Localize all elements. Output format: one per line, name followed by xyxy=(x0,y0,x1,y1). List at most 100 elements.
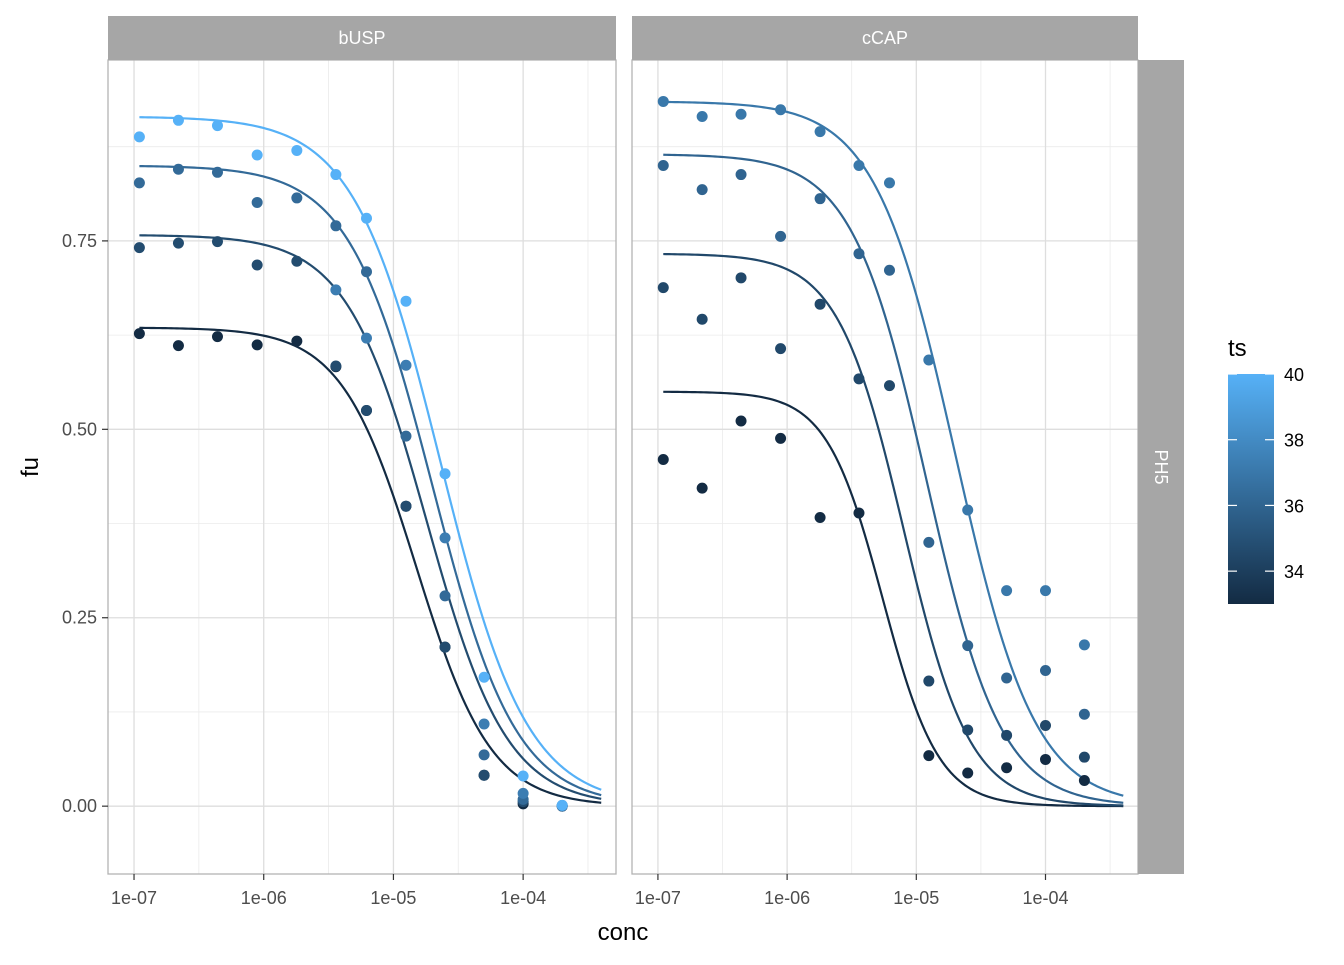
data-point xyxy=(478,749,490,761)
data-point xyxy=(251,196,263,208)
x-tick-label: 1e-05 xyxy=(370,888,416,908)
data-point xyxy=(657,453,669,465)
data-point xyxy=(172,340,184,352)
data-point xyxy=(439,641,451,653)
data-point xyxy=(962,504,974,516)
data-point xyxy=(517,787,529,799)
x-tick-label: 1e-06 xyxy=(241,888,287,908)
facet-strip-cCAP xyxy=(632,16,1138,60)
panel-border xyxy=(107,59,617,875)
data-point xyxy=(814,512,826,523)
data-point xyxy=(400,430,412,442)
data-point xyxy=(923,536,935,548)
panel-cCAP xyxy=(631,59,1139,875)
data-point xyxy=(657,282,669,294)
row-strip-label: PH5 xyxy=(1151,449,1171,484)
data-point xyxy=(735,272,747,284)
data-point xyxy=(291,255,303,267)
data-point xyxy=(962,767,974,779)
data-point xyxy=(291,192,303,204)
data-point xyxy=(172,114,184,126)
fit-curve-ts-36 xyxy=(663,153,1124,804)
data-point xyxy=(657,95,669,107)
legend-tick-label: 38 xyxy=(1284,431,1304,451)
data-point xyxy=(330,220,342,232)
data-point xyxy=(696,313,708,325)
data-point xyxy=(478,769,490,781)
data-point xyxy=(853,373,865,385)
data-point xyxy=(1040,720,1051,732)
row-strip xyxy=(1138,60,1184,874)
data-point xyxy=(1001,729,1013,741)
data-point xyxy=(775,230,787,242)
data-point xyxy=(1040,585,1051,597)
data-point xyxy=(923,354,935,366)
facet-strip-label: bUSP xyxy=(338,28,385,48)
panel-bUSP xyxy=(107,59,617,875)
x-tick-label: 1e-07 xyxy=(111,888,157,908)
y-tick-label: 0.00 xyxy=(62,796,97,816)
data-point xyxy=(696,184,708,196)
data-point xyxy=(814,126,826,138)
data-point xyxy=(400,359,412,371)
y-tick-label: 0.75 xyxy=(62,231,97,251)
x-tick-label: 1e-04 xyxy=(500,888,546,908)
data-point xyxy=(1001,585,1013,597)
data-point xyxy=(211,120,223,132)
data-point xyxy=(814,298,826,310)
data-point xyxy=(1001,672,1013,684)
data-point xyxy=(1078,708,1090,720)
data-point xyxy=(853,248,865,260)
facet-strip-label: cCAP xyxy=(862,28,908,48)
data-point xyxy=(361,404,372,416)
data-point xyxy=(1001,762,1013,774)
data-point xyxy=(478,718,490,730)
fit-curve-ts-36.3 xyxy=(139,164,602,797)
data-point xyxy=(556,799,568,811)
data-point xyxy=(291,335,303,347)
data-point xyxy=(1078,775,1090,787)
data-point xyxy=(251,259,263,271)
data-point xyxy=(962,640,974,652)
data-point xyxy=(1040,753,1051,765)
data-point xyxy=(291,144,303,156)
x-tick-label: 1e-04 xyxy=(1022,888,1068,908)
data-point xyxy=(330,169,342,181)
legend-tick-label: 36 xyxy=(1284,496,1304,516)
x-tick-label: 1e-05 xyxy=(893,888,939,908)
facet-strip-bUSP xyxy=(108,16,616,60)
data-point xyxy=(1078,639,1090,651)
data-point xyxy=(775,432,787,444)
data-point xyxy=(775,104,787,116)
data-point xyxy=(883,264,895,276)
y-axis-title: fu xyxy=(17,457,44,477)
data-point xyxy=(735,169,747,181)
data-point xyxy=(1078,751,1090,763)
data-point xyxy=(330,360,342,372)
data-point xyxy=(251,339,263,351)
data-point xyxy=(517,770,529,782)
data-point xyxy=(696,482,708,494)
data-point xyxy=(735,415,747,427)
data-point xyxy=(361,332,372,344)
data-point xyxy=(400,295,412,307)
data-point xyxy=(883,380,895,392)
data-point xyxy=(439,468,451,480)
data-point xyxy=(853,507,865,519)
x-tick-label: 1e-06 xyxy=(764,888,810,908)
y-tick-label: 0.50 xyxy=(62,419,97,439)
data-point xyxy=(133,328,145,340)
data-point xyxy=(735,108,747,120)
data-point xyxy=(923,675,935,687)
legend-tick-label: 34 xyxy=(1284,562,1304,582)
y-tick-label: 0.25 xyxy=(62,608,97,628)
legend-title: ts xyxy=(1228,335,1247,362)
data-point xyxy=(883,177,895,189)
x-axis-title: conc xyxy=(598,919,649,946)
data-point xyxy=(814,193,826,205)
data-point xyxy=(133,177,145,189)
data-point xyxy=(657,160,669,172)
fit-curve-ts-33 xyxy=(663,390,1124,808)
legend-tick-label: 40 xyxy=(1284,365,1304,385)
